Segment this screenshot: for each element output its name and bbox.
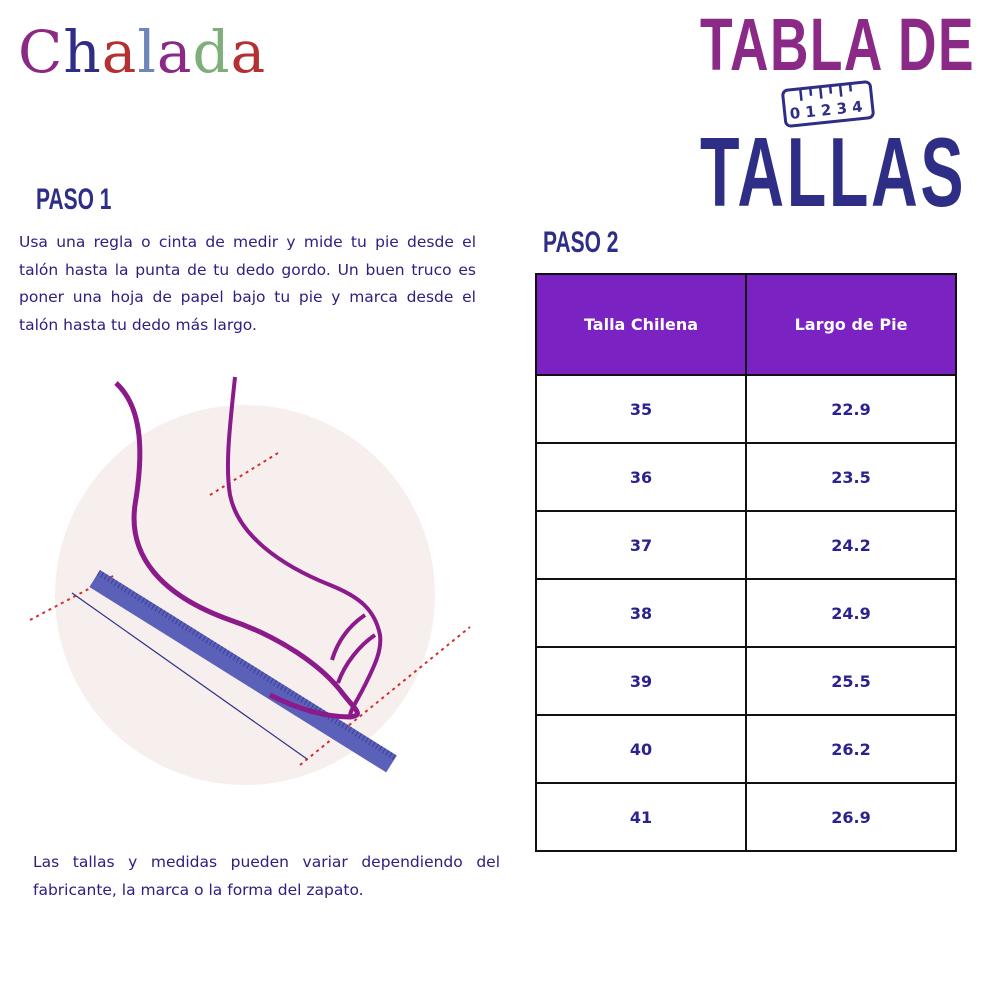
foot-length-cell: 24.9 <box>745 578 957 648</box>
size-cell: 37 <box>535 510 747 580</box>
logo-letter: a <box>156 18 192 86</box>
table-row: 41 26.9 <box>535 782 957 852</box>
foot-length-cell: 22.9 <box>745 374 957 444</box>
logo-letter: C <box>18 18 63 86</box>
title-line-1: TABLA DE <box>700 3 975 86</box>
foot-length-cell: 25.5 <box>745 646 957 716</box>
step2-heading: PASO 2 <box>543 226 619 259</box>
size-cell: 40 <box>535 714 747 784</box>
table-header-row: Talla Chilena Largo de Pie <box>535 273 957 376</box>
table-row: 39 25.5 <box>535 646 957 716</box>
size-cell: 39 <box>535 646 747 716</box>
title-line-2: TALLAS <box>700 117 967 227</box>
logo-letter: a <box>101 18 137 86</box>
table-row: 35 22.9 <box>535 374 957 444</box>
step1-heading: PASO 1 <box>36 183 112 216</box>
table-row: 38 24.9 <box>535 578 957 648</box>
size-table: Talla Chilena Largo de Pie 35 22.9 36 23.5 3… <box>535 273 957 852</box>
logo-letter: h <box>63 18 101 86</box>
table-row: 37 24.2 <box>535 510 957 580</box>
logo-letter: d <box>192 18 230 86</box>
table-row: 36 23.5 <box>535 442 957 512</box>
size-cell: 36 <box>535 442 747 512</box>
size-cell: 41 <box>535 782 747 852</box>
step1-text: Usa una regla o cinta de medir y mide tu… <box>19 233 476 334</box>
size-cell: 35 <box>535 374 747 444</box>
disclaimer-note: Las tallas y medidas pueden variar depen… <box>33 853 500 899</box>
foot-length-cell: 24.2 <box>745 510 957 580</box>
logo-letter: a <box>230 18 266 86</box>
table-row: 40 26.2 <box>535 714 957 784</box>
logo-letter: l <box>137 18 156 86</box>
ruler-badge-icon: 0 1 2 3 4 <box>781 80 875 128</box>
foot-length-cell: 26.9 <box>745 782 957 852</box>
foot-length-cell: 26.2 <box>745 714 957 784</box>
header-largo-de-pie: Largo de Pie <box>745 273 957 376</box>
header-talla-chilena: Talla Chilena <box>535 273 747 376</box>
foot-measure-illustration <box>29 376 471 785</box>
size-cell: 38 <box>535 578 747 648</box>
foot-length-cell: 23.5 <box>745 442 957 512</box>
